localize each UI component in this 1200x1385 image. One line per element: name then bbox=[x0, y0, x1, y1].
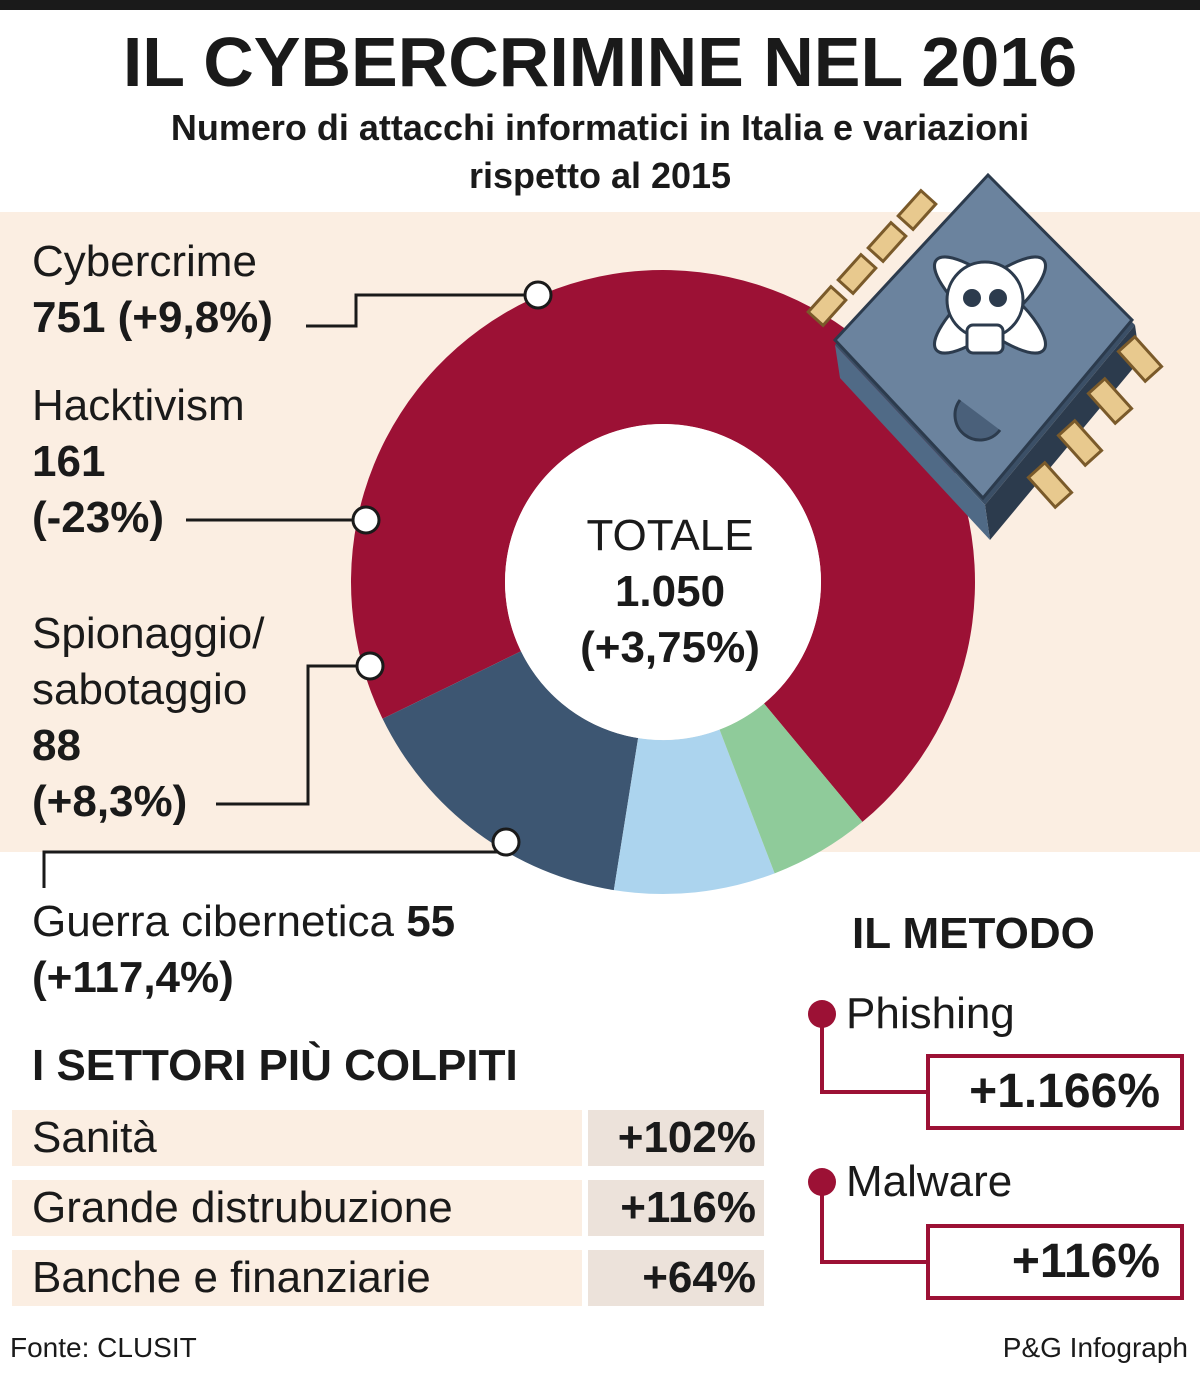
donut-hole bbox=[505, 424, 821, 740]
donut-slices bbox=[351, 270, 975, 894]
sector-name: Sanità bbox=[12, 1110, 582, 1166]
label-guerra-value: 55 bbox=[406, 897, 456, 946]
label-spionaggio-value: 88 bbox=[32, 721, 81, 770]
center-label: TOTALE bbox=[586, 511, 754, 560]
microchip-skull-icon bbox=[806, 172, 1164, 540]
leader-line-cybercrime bbox=[306, 293, 538, 328]
label-cybercrime-change: (+9,8%) bbox=[117, 293, 273, 342]
sector-row: Banche e finanziarie +64% bbox=[12, 1250, 764, 1306]
leader-dot-hacktivism bbox=[351, 505, 381, 535]
label-spionaggio-change: (+8,3%) bbox=[32, 777, 188, 826]
leader-dot-guerra bbox=[491, 827, 521, 857]
slice-hacktivism bbox=[382, 651, 639, 891]
label-cybercrime-name: Cybercrime bbox=[32, 237, 257, 286]
method-connector-malware bbox=[820, 1182, 926, 1264]
sectors-title: I SETTORI PIÙ COLPITI bbox=[32, 1041, 518, 1090]
label-guerra-change: (+117,4%) bbox=[32, 953, 234, 1002]
method-name-phishing: Phishing bbox=[846, 989, 1015, 1038]
source-note: Fonte: CLUSIT bbox=[10, 1332, 197, 1363]
label-hacktivism-name: Hacktivism bbox=[32, 381, 245, 430]
leader-line-spionaggio bbox=[216, 664, 370, 806]
method-connector-phishing bbox=[820, 1014, 926, 1094]
sector-value: +102% bbox=[588, 1110, 764, 1166]
slice-spionaggio bbox=[613, 729, 775, 894]
label-spionaggio: Spionaggio/ sabotaggio 88 (+8,3%) bbox=[32, 606, 264, 830]
method-name-malware: Malware bbox=[846, 1157, 1013, 1206]
page-subtitle: Numero di attacchi informatici in Italia… bbox=[170, 107, 1030, 196]
label-hacktivism-change: (-23%) bbox=[32, 493, 165, 542]
method-value-malware: +116% bbox=[926, 1224, 1184, 1300]
sector-row: Grande distrubuzione +116% bbox=[12, 1180, 764, 1236]
credit-note: P&G Infograph bbox=[1002, 1332, 1188, 1363]
sector-value: +64% bbox=[588, 1250, 764, 1306]
label-spionaggio-line2: sabotaggio bbox=[32, 665, 248, 714]
sector-value: +116% bbox=[588, 1180, 764, 1236]
label-guerra-name: Guerra cibernetica bbox=[32, 897, 394, 946]
method-title: IL METODO bbox=[852, 909, 1095, 958]
method-dot-malware bbox=[808, 1168, 836, 1196]
top-rule bbox=[0, 0, 1200, 10]
page-title: IL CYBERCRIMINE NEL 2016 bbox=[122, 23, 1078, 101]
sector-name: Grande distrubuzione bbox=[12, 1180, 582, 1236]
label-hacktivism: Hacktivism 161 (-23%) bbox=[32, 378, 245, 546]
sector-row: Sanità +102% bbox=[12, 1110, 764, 1166]
method-value-phishing: +1.166% bbox=[926, 1054, 1184, 1130]
slice-cybercrime bbox=[351, 270, 975, 822]
sector-name: Banche e finanziarie bbox=[12, 1250, 582, 1306]
label-guerra: Guerra cibernetica 55 (+117,4%) bbox=[32, 894, 455, 1006]
leader-dot-spionaggio bbox=[355, 651, 385, 681]
center-value: 1.050 bbox=[614, 567, 726, 616]
label-hacktivism-value: 161 bbox=[32, 437, 106, 486]
method-dot-phishing bbox=[808, 1000, 836, 1028]
label-cybercrime: Cybercrime 751 (+9,8%) bbox=[32, 234, 273, 346]
label-spionaggio-line1: Spionaggio/ bbox=[32, 609, 265, 658]
leader-dot-cybercrime bbox=[523, 280, 553, 310]
center-change: (+3,75%) bbox=[580, 623, 760, 672]
label-cybercrime-value: 751 bbox=[32, 293, 106, 342]
slice-guerra bbox=[719, 703, 863, 874]
donut-center: TOTALE 1.050 (+3,75%) bbox=[540, 508, 800, 676]
